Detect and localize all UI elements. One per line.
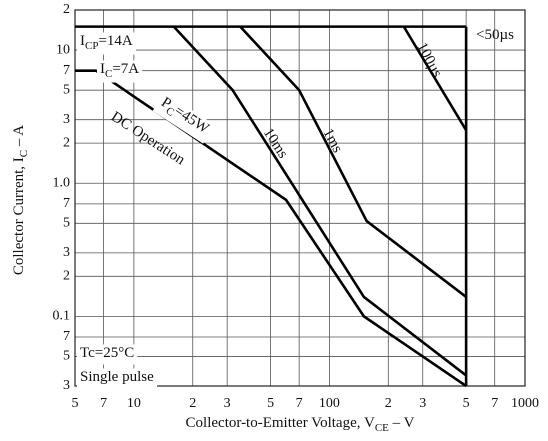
y-tick-label: 2 (63, 2, 70, 17)
y-tick-label: 7 (63, 63, 70, 78)
y-axis-label: Collector Current, IC – A (11, 125, 29, 275)
text-part: I (100, 61, 105, 77)
soa-line (239, 25, 467, 298)
y-tick-label: 5 (63, 82, 70, 97)
soa-line (402, 25, 468, 131)
annotation: <50µs (476, 27, 514, 43)
annotation-background (77, 368, 158, 389)
y-tick-label: 2 (63, 135, 70, 150)
y-tick-label: 7 (63, 329, 70, 344)
x-tick-label: 3 (224, 396, 231, 411)
x-axis-label-group: Collector-to-Emitter Voltage, VCE – V (186, 415, 415, 433)
y-tick-label: 10 (56, 42, 70, 57)
text-part: – A (11, 125, 27, 150)
x-tick-label: 5 (267, 396, 274, 411)
annotation-background (97, 60, 143, 83)
text-part: =14A (98, 33, 132, 49)
y-tick-label: 3 (63, 112, 70, 127)
x-tick-label: 5 (463, 396, 470, 411)
annotation: ICP=14A (80, 33, 133, 51)
subscript: CE (375, 422, 389, 434)
text-part: Collector-to-Emitter Voltage, V (186, 415, 375, 431)
x-tick-label: 10 (127, 396, 141, 411)
y-tick-label: 5 (63, 349, 70, 364)
x-tick-label: 3 (419, 396, 426, 411)
annotation-background (152, 92, 216, 144)
y-axis-label-group: Collector Current, IC – A (11, 125, 29, 275)
annotation-group: ICP=14A (77, 32, 136, 55)
text-part: Tc=25°C (80, 345, 134, 361)
y-tick-label: 0.1 (53, 309, 71, 324)
subscript: CP (85, 40, 98, 52)
annotation: Single pulse (80, 369, 154, 385)
plot-frame (74, 9, 526, 387)
subscript: C (18, 150, 30, 157)
y-tick-label: 3 (63, 378, 70, 393)
x-tick-label: 2 (189, 396, 196, 411)
x-tick-label: 1000 (511, 396, 539, 411)
annotation-group: <50µs (476, 27, 514, 43)
x-tick-label: 5 (72, 396, 79, 411)
y-tick-label: 1.0 (53, 175, 71, 190)
annotation-background (77, 32, 136, 55)
text-part: – V (389, 415, 415, 431)
annotation: Tc=25°C (80, 345, 134, 361)
soa-line (75, 69, 467, 388)
text-part: Collector Current, I (11, 157, 27, 275)
text-part: =7A (112, 61, 139, 77)
text-part: I (80, 33, 85, 49)
y-tick-label: 5 (63, 216, 70, 231)
x-tick-label: 7 (296, 396, 303, 411)
x-tick-label: 2 (385, 396, 392, 411)
subscript: C (105, 68, 112, 80)
y-tick-label: 2 (63, 269, 70, 284)
text-part: Single pulse (80, 369, 154, 385)
annotation-group: Single pulse (77, 368, 158, 389)
soa-line (172, 25, 467, 377)
y-tick-label: 3 (63, 245, 70, 260)
x-axis-label: Collector-to-Emitter Voltage, VCE – V (186, 415, 415, 433)
annotation-background (77, 344, 138, 365)
x-tick-label: 7 (100, 396, 107, 411)
annotation: IC=7A (100, 61, 139, 79)
text-part: <50µs (476, 27, 514, 43)
x-tick-label: 7 (491, 396, 498, 411)
annotation-group: IC=7A (97, 60, 143, 83)
annotation-group: Tc=25°C (77, 344, 138, 365)
y-tick-label: 7 (63, 196, 70, 211)
x-tick-label: 100 (319, 396, 340, 411)
